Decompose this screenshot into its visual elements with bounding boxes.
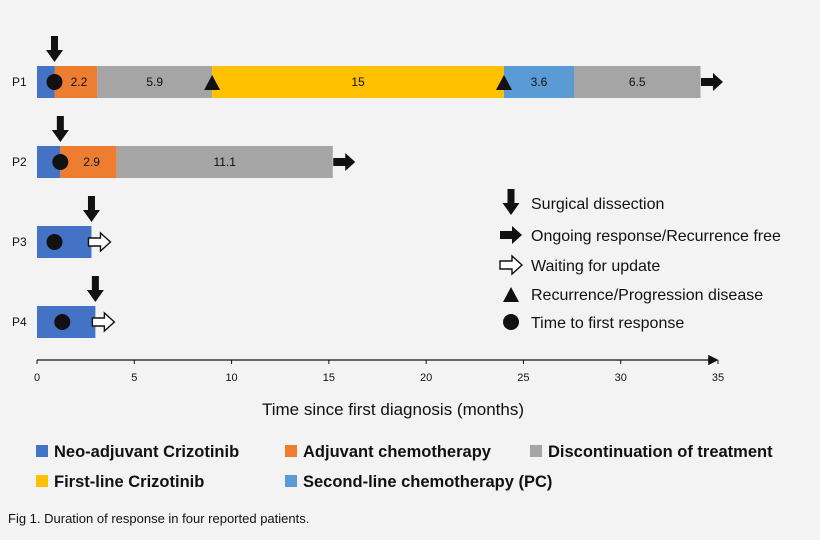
color-legend-label: Neo-adjuvant Crizotinib bbox=[54, 443, 239, 461]
legend-swatch-discontinuation bbox=[530, 445, 542, 457]
x-tick-label: 20 bbox=[420, 372, 432, 384]
bar-segment-neo bbox=[37, 66, 55, 98]
bar-segment-discontinuation bbox=[116, 146, 333, 178]
segment-value-label: 11.1 bbox=[214, 155, 237, 169]
color-legend-label: First-line Crizotinib bbox=[54, 473, 204, 491]
color-legend-label: Second-line chemotherapy (PC) bbox=[303, 473, 552, 491]
x-tick-label: 0 bbox=[34, 372, 40, 384]
x-tick-labels: 0 5 10 15 20 25 30 35 bbox=[34, 360, 724, 384]
first-response-marker bbox=[52, 154, 69, 170]
ongoing-response-marker bbox=[700, 73, 723, 91]
color-legend-label: Discontinuation of treatment bbox=[548, 443, 773, 461]
x-axis-title: Time since first diagnosis (months) bbox=[262, 400, 524, 419]
symbol-legend-label: Time to first response bbox=[531, 315, 684, 332]
segment-value-label: 2.9 bbox=[83, 155, 100, 169]
first-response-marker bbox=[46, 234, 63, 250]
symbol-legend-label: Recurrence/Progression disease bbox=[531, 287, 763, 304]
bar-segment-second_line bbox=[503, 66, 575, 98]
bar-segment-first_line bbox=[212, 66, 504, 98]
right-arrow-hollow-icon bbox=[499, 254, 524, 276]
surgery-marker bbox=[51, 116, 69, 142]
bars-layer: 2.2 5.9 15 3.6 6.5 2.9 11.1 bbox=[37, 66, 701, 338]
surgery-marker bbox=[46, 36, 64, 62]
bar-segment-adjuvant bbox=[60, 146, 117, 178]
patient-label: P3 bbox=[12, 235, 27, 249]
first-response-marker bbox=[46, 74, 63, 90]
segment-value-label: 15 bbox=[351, 75, 365, 89]
down-arrow-icon bbox=[502, 189, 520, 215]
x-tick-label: 30 bbox=[615, 372, 627, 384]
x-tick-label: 25 bbox=[517, 372, 529, 384]
legend-swatch-first_line bbox=[36, 475, 48, 487]
patient-label: P1 bbox=[12, 75, 27, 89]
circle-icon bbox=[503, 314, 519, 330]
right-arrow-filled-icon bbox=[500, 226, 522, 244]
surgery-marker bbox=[82, 196, 100, 222]
bar-segment-neo bbox=[37, 146, 61, 178]
triangle-icon bbox=[503, 287, 519, 302]
x-tick-label: 5 bbox=[131, 372, 137, 384]
progression-marker bbox=[204, 75, 221, 90]
symbol-legend-label: Surgical dissection bbox=[531, 196, 664, 213]
segment-value-label: 5.9 bbox=[146, 75, 163, 89]
x-tick-label: 15 bbox=[323, 372, 335, 384]
y-tick-labels: P1 P2 P3 P4 bbox=[12, 75, 27, 329]
first-response-marker bbox=[54, 314, 71, 330]
segment-value-label: 2.2 bbox=[71, 75, 88, 89]
markers-layer bbox=[46, 36, 723, 333]
symbol-legend-label: Ongoing response/Recurrence free bbox=[531, 228, 781, 245]
surgery-marker bbox=[86, 276, 104, 302]
waiting-update-marker bbox=[87, 231, 112, 253]
bar-segment-discontinuation bbox=[574, 66, 701, 98]
legend-swatch-neo bbox=[36, 445, 48, 457]
segment-value-label: 3.6 bbox=[531, 75, 548, 89]
waiting-update-marker bbox=[91, 311, 116, 333]
bar-segment-neo bbox=[37, 226, 92, 258]
patient-label: P2 bbox=[12, 155, 27, 169]
legend-swatch-adjuvant bbox=[285, 445, 297, 457]
color-legend: Neo-adjuvant Crizotinib Adjuvant chemothe… bbox=[36, 443, 773, 491]
patient-label: P4 bbox=[12, 315, 27, 329]
bar-segment-discontinuation bbox=[97, 66, 213, 98]
color-legend-label: Adjuvant chemotherapy bbox=[303, 443, 492, 461]
ongoing-response-marker bbox=[333, 153, 356, 171]
symbol-legend: Surgical dissection Ongoing response/Recu… bbox=[499, 189, 781, 332]
progression-marker bbox=[495, 75, 512, 90]
figure-caption: Fig 1. Duration of response in four repo… bbox=[8, 511, 309, 526]
legend-swatch-second_line bbox=[285, 475, 297, 487]
x-tick-label: 35 bbox=[712, 372, 724, 384]
x-tick-label: 10 bbox=[225, 372, 237, 384]
symbol-legend-label: Waiting for update bbox=[531, 258, 660, 275]
segment-value-label: 6.5 bbox=[629, 75, 646, 89]
